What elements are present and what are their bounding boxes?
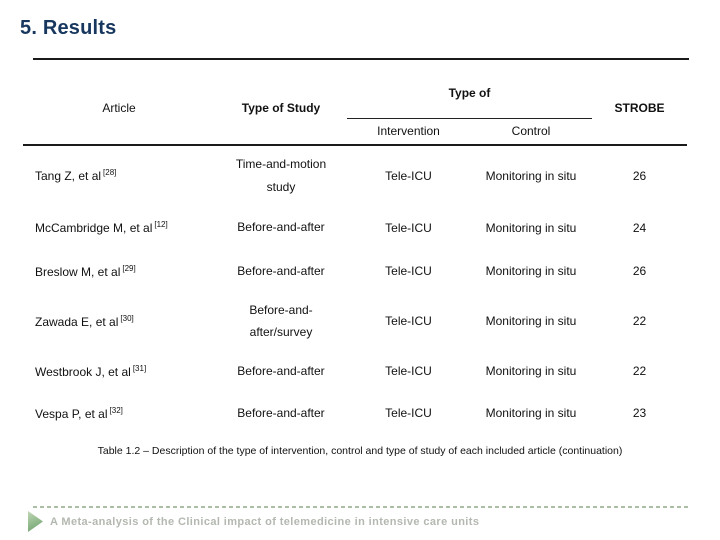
- table-row: Zawada E, et al [30] Before-and- after/su…: [23, 292, 687, 350]
- cell-control: Monitoring in situ: [485, 314, 577, 328]
- cell-article: McCambridge M, et al [12]: [23, 205, 215, 250]
- results-table: Article Type of Study Type of STROBE Int…: [23, 80, 687, 434]
- cell-study-type: Before-and-after: [237, 220, 325, 235]
- cell-study-type: Before-and- after/survey: [249, 302, 313, 339]
- cell-control: Monitoring in situ: [485, 364, 577, 378]
- results-table-container: Article Type of Study Type of STROBE Int…: [23, 80, 687, 434]
- cell-study-type: Time-and-motion study: [235, 157, 327, 194]
- cell-intervention: Tele-ICU: [385, 406, 432, 420]
- citation-superscript: [30]: [120, 313, 134, 323]
- cell-control: Monitoring in situ: [485, 168, 577, 183]
- citation-superscript: [32]: [109, 405, 123, 415]
- cell-article: Westbrook J, et al [31]: [23, 350, 215, 392]
- footer-title: A Meta-analysis of the Clinical impact o…: [50, 515, 480, 528]
- table-caption: Table 1.2 – Description of the type of i…: [97, 445, 623, 457]
- column-header-type-of-study: Type of Study: [241, 101, 321, 115]
- article-name: Westbrook J, et al: [35, 364, 131, 379]
- citation-superscript: [28]: [103, 168, 117, 177]
- table-row: McCambridge M, et al [12] Before-and-afte…: [23, 205, 687, 250]
- cell-strobe: 22: [632, 364, 647, 378]
- cell-control: Monitoring in situ: [485, 264, 577, 278]
- cell-article: Breslow M, et al [29]: [23, 250, 215, 292]
- article-name: Breslow M, et al: [35, 264, 121, 279]
- cell-article: Tang Z, et al [28]: [23, 145, 215, 205]
- cell-intervention: Tele-ICU: [385, 314, 432, 328]
- cell-strobe: 26: [632, 264, 647, 278]
- slide-footer: A Meta-analysis of the Clinical impact o…: [28, 506, 690, 532]
- article-name: Zawada E, et al: [35, 314, 119, 329]
- column-header-type-of: Type of: [347, 80, 592, 119]
- article-name: McCambridge M, et al: [35, 221, 153, 235]
- title-divider: [33, 58, 689, 60]
- cell-intervention: Tele-ICU: [385, 264, 432, 278]
- footer-dashed-divider: [33, 506, 690, 508]
- footer-row: A Meta-analysis of the Clinical impact o…: [28, 511, 690, 532]
- cell-intervention: Tele-ICU: [385, 168, 432, 183]
- cell-control: Monitoring in situ: [485, 220, 577, 235]
- cell-strobe: 24: [632, 220, 647, 235]
- cell-intervention: Tele-ICU: [385, 364, 432, 378]
- table-row: Breslow M, et al [29] Before-and-after Te…: [23, 250, 687, 292]
- cell-control: Monitoring in situ: [485, 406, 577, 420]
- table-row: Westbrook J, et al [31] Before-and-after …: [23, 350, 687, 392]
- cell-strobe: 22: [632, 314, 647, 328]
- column-header-strobe: STROBE: [614, 101, 665, 115]
- cell-article: Vespa P, et al [32]: [23, 392, 215, 434]
- column-header-control: Control: [511, 124, 551, 139]
- cell-intervention: Tele-ICU: [385, 220, 432, 235]
- column-header-article: Article: [102, 101, 136, 115]
- page-title: 5. Results: [20, 17, 117, 39]
- cell-strobe: 26: [632, 168, 647, 183]
- table-row: Tang Z, et al [28] Time-and-motion study …: [23, 145, 687, 205]
- cell-strobe: 23: [632, 406, 647, 420]
- column-header-intervention: Intervention: [377, 124, 440, 139]
- cell-study-type: Before-and-after: [237, 363, 325, 378]
- cell-study-type: Before-and-after: [237, 263, 325, 278]
- citation-superscript: [29]: [122, 263, 136, 273]
- article-name: Vespa P, et al: [35, 406, 108, 421]
- cell-study-type: Before-and-after: [237, 405, 325, 420]
- citation-superscript: [12]: [154, 220, 168, 229]
- table-row: Vespa P, et al [32] Before-and-after Tele…: [23, 392, 687, 434]
- play-triangle-icon: [28, 511, 43, 532]
- article-name: Tang Z, et al: [35, 169, 102, 183]
- citation-superscript: [31]: [132, 363, 147, 373]
- cell-article: Zawada E, et al [30]: [23, 292, 215, 350]
